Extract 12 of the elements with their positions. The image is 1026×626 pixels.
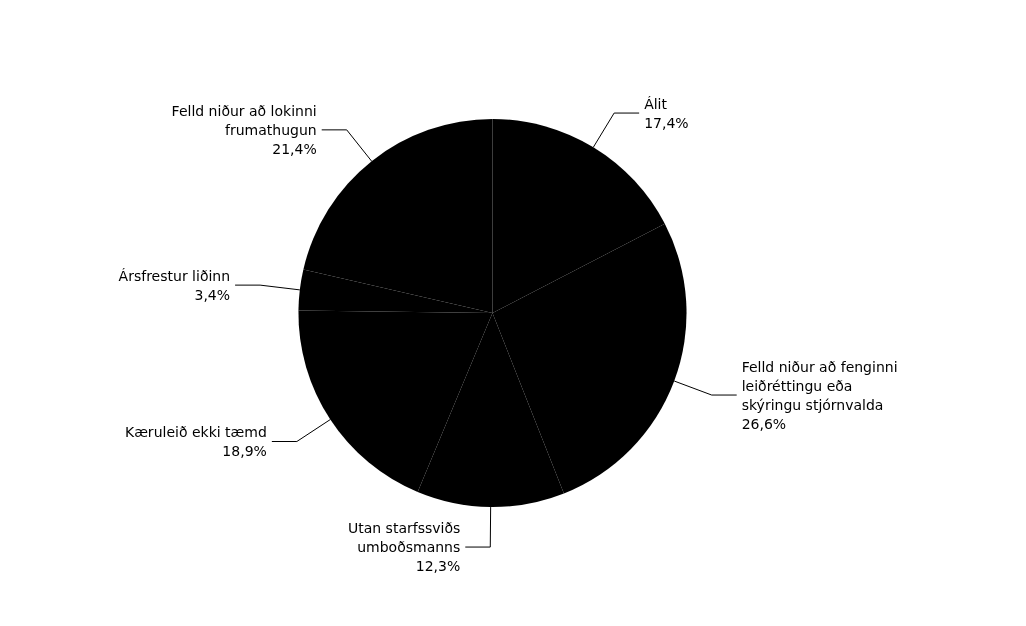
data-label: 18,9% (222, 443, 267, 459)
data-label: 26,6% (741, 415, 787, 432)
slice-label: Felld niður að lokinni frumathugun (171, 102, 317, 138)
slice-label: Kæruleið ekki tæmd (124, 424, 267, 440)
data-label: 21,4% (272, 140, 317, 157)
data-label: 3,4% (194, 286, 231, 303)
slice-label: Álit (644, 95, 668, 112)
slice-label: Ársfrestur liðinn (118, 267, 231, 284)
data-label: 17,4% (644, 114, 689, 131)
data-label: 12,3% (415, 558, 461, 575)
slice-label: Felld niður að fenginni leiðréttingu eða skýringu stjórnvalda (741, 358, 898, 413)
slice-label: Utan starfssviðs umboðsmanns (347, 520, 461, 556)
